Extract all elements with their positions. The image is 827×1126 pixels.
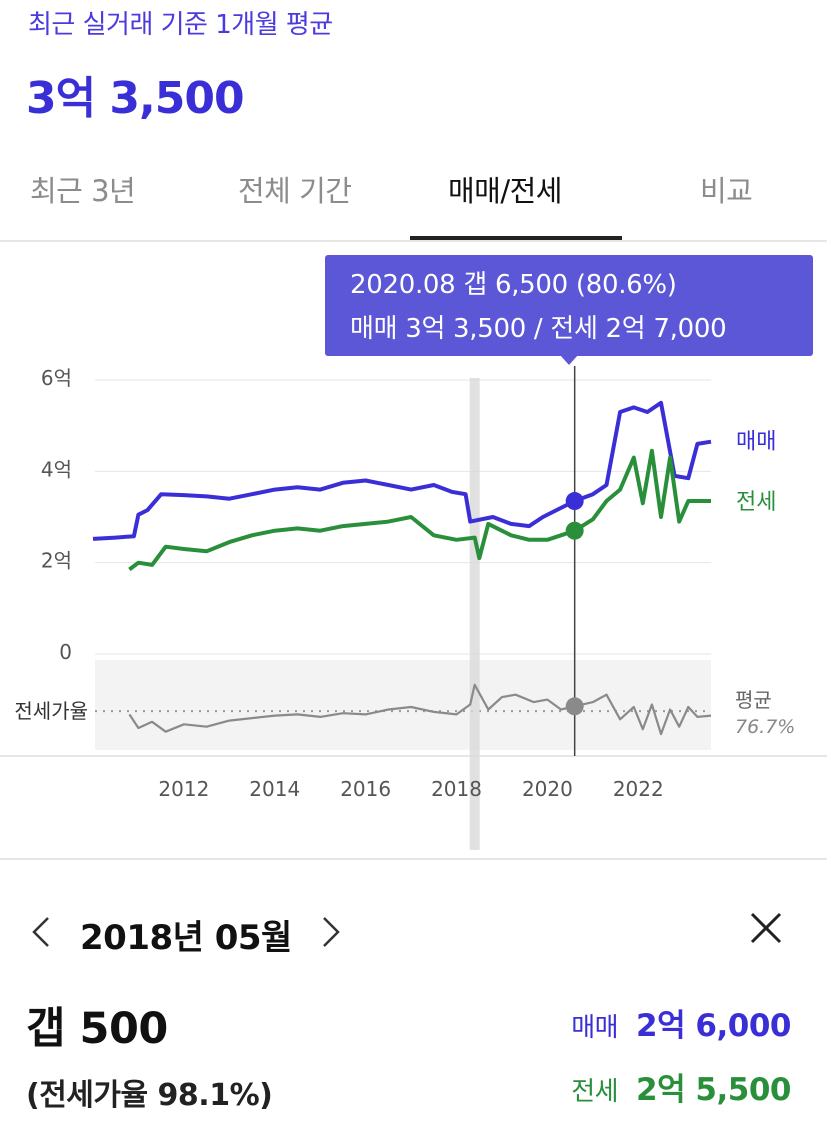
sale-label: 매매 [571, 1013, 619, 1043]
chart-tooltip: 2020.08 갭 6,500 (80.6%) 매매 3억 3,500 / 전세… [325, 255, 813, 356]
sale-value: 2억 6,000 [636, 1008, 791, 1044]
highlight-sale-point [565, 492, 584, 511]
lease-series-label: 전세 [736, 490, 776, 515]
tooltip-gap-line: 2020.08 갭 6,500 (80.6%) [350, 270, 677, 300]
tab-sale-lease[interactable]: 매매/전세 [448, 174, 563, 208]
previous-month-button[interactable] [28, 912, 54, 952]
tab-recent-3-years[interactable]: 최근 3년 [30, 174, 136, 208]
tooltip-price-line: 매매 3억 3,500 / 전세 2억 7,000 [350, 314, 727, 344]
ratio-axis-label: 전세가율 [14, 699, 88, 723]
lease-ratio-line [128, 683, 712, 736]
y-tick-label: 6억 [41, 366, 72, 390]
month-detail-panel: 2018년 05월 갭 500 (전세가율 98.1%) 매매 2억 6,000 … [0, 890, 827, 1126]
sale-price-row: 매매 2억 6,000 [571, 1000, 791, 1045]
x-tick-label: 2020 [522, 777, 573, 801]
lease-price-row: 전세 2억 5,500 [571, 1064, 791, 1109]
x-tick-label: 2016 [340, 777, 391, 801]
x-tick-label: 2022 [613, 777, 664, 801]
ratio-panel-background [95, 660, 711, 750]
highlight-ratio-point [565, 697, 584, 716]
chevron-right-icon [323, 917, 340, 947]
tab-all-period[interactable]: 전체 기간 [238, 174, 352, 208]
next-month-button[interactable] [318, 912, 344, 952]
close-button[interactable] [746, 908, 786, 948]
x-tick-label: 2014 [249, 777, 300, 801]
y-tick-label: 0 [59, 640, 72, 664]
lease-label: 전세 [571, 1077, 619, 1107]
chevron-left-icon [32, 917, 49, 947]
x-tick-label: 2018 [431, 777, 482, 801]
sale-price-line [92, 400, 712, 541]
ratio-average-label: 평균 [735, 688, 772, 712]
selected-month-band [469, 378, 480, 850]
highlight-lease-point [565, 521, 584, 540]
x-tick-label: 2012 [158, 777, 209, 801]
selected-month: 2018년 05월 [80, 918, 292, 958]
section-divider [0, 858, 827, 860]
gap-amount: 갭 500 [26, 1004, 168, 1054]
average-price: 3억 3,500 [26, 73, 245, 124]
y-tick-label: 4억 [41, 457, 72, 481]
lease-value: 2억 5,500 [636, 1072, 791, 1108]
price-caption: 최근 실거래 기준 1개월 평균 [28, 10, 333, 40]
lease-ratio: (전세가율 98.1%) [26, 1078, 273, 1113]
lease-price-line [128, 448, 711, 572]
tooltip-pointer [560, 355, 578, 365]
close-icon [750, 912, 782, 944]
period-tabs: 최근 3년 전체 기간 매매/전세 비교 [0, 150, 827, 242]
tab-compare[interactable]: 비교 [700, 174, 753, 208]
ratio-average-value: 76.7% [735, 716, 795, 738]
y-tick-label: 2억 [41, 549, 72, 573]
active-tab-indicator [410, 236, 622, 240]
sale-series-label: 매매 [736, 430, 776, 455]
